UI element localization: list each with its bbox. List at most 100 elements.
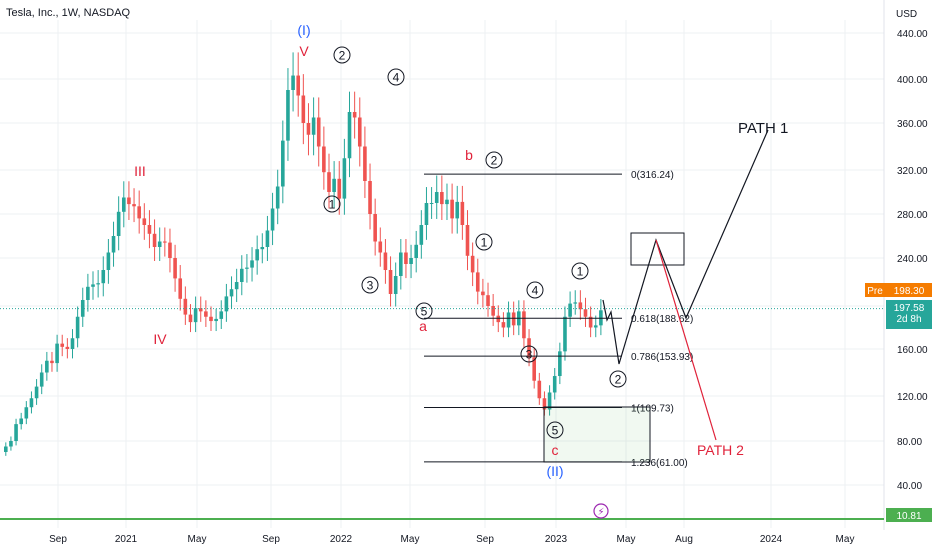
candle-body [219,311,224,319]
bottom-level-tag-text-0: 10.81 [896,511,921,522]
candle-body [470,255,475,273]
target-box-low [543,406,651,463]
wave-circled-1-mid: 1 [481,236,488,250]
candle-body [209,316,213,322]
candle-body [563,316,567,352]
wave-circled-2-mid-ring [485,151,503,169]
path1-label: PATH 1 [738,120,788,137]
candle-body [578,302,583,310]
candle-body [106,252,111,270]
candle-body [352,112,357,118]
fib-level-label: 1(109.73) [631,404,674,415]
candle-body [357,117,362,147]
candle-body [9,441,13,447]
candle-body [450,199,454,219]
candle-body [296,75,301,96]
event-marker-icon [593,503,609,519]
candle-body [440,192,444,205]
candle-body [588,316,593,328]
candle-body [193,308,198,323]
pre-price-tag-text-0: 198.30 [894,286,925,297]
candle-body [147,225,152,234]
candle-body [465,225,470,256]
price-tick-label: 400.00 [897,75,928,86]
wave-circled-5-left-ring [415,302,433,320]
wave-circled-3-left-ring [361,276,379,294]
time-tick-label: Sep [262,534,280,545]
candle-body [142,218,147,225]
fib-level-label: 0(316.24) [631,170,674,181]
candle-body [75,316,80,339]
price-tick-label: 360.00 [897,119,928,130]
candle-body [65,346,70,349]
wave-circled-5-bottom-ring [546,421,564,439]
wave-circled-5-bottom: 5 [552,424,559,438]
candle-body [337,178,342,199]
candle-body [537,380,542,399]
candle-body [70,338,75,349]
candle-body [419,225,424,245]
candle-body [301,95,306,123]
candle-body [306,123,311,135]
wave-circled-3-right-ring [520,345,538,363]
candle-body [568,303,572,317]
time-tick-label: Sep [49,534,67,545]
fib-level-label: 0.618(188.62) [631,314,693,325]
candle-body [327,172,331,192]
price-tick-label: 160.00 [897,345,928,356]
time-tick-label: 2021 [115,534,138,545]
candle-body [214,318,218,322]
candle-body [547,392,552,410]
wave-circled-1-mid-ring [475,233,493,251]
candle-body [39,372,44,387]
candle-body [475,272,480,292]
candle-body [491,306,495,316]
wave-circled-4-top-ring [387,68,405,86]
candle-body [96,283,100,285]
time-tick-label: May [401,534,420,545]
wave-circled-1-right: 1 [577,265,584,279]
wave-label-V: V [299,43,309,59]
time-tick-label: Sep [476,534,494,545]
time-tick-label: Aug [675,534,693,545]
last-price-tag-text-1: 2d 8h [896,314,921,325]
candle-body [368,181,372,214]
candle-body [80,300,85,317]
pre-label: Pre [867,286,883,297]
candle-body [163,241,167,243]
pre-price-tag-bg [886,283,932,297]
fib-level-label: 0.786(153.93) [631,352,693,363]
candle-body [378,241,383,253]
price-tick-label: 120.00 [897,392,928,403]
candle-body [245,267,249,269]
candle-body [127,197,131,205]
candle-body [121,197,126,212]
price-tick-label: 320.00 [897,166,928,177]
time-tick-label: May [188,534,207,545]
path2-line [655,239,717,441]
candle-body [511,312,516,326]
candle-body [198,308,203,312]
candle-body [532,357,536,381]
candle-body [188,314,193,323]
candle-body [19,418,23,425]
time-tick-label: 2023 [545,534,568,545]
candle-body [383,252,388,270]
pre-label-bg [865,283,886,297]
candle-body [460,201,465,225]
wave-circled-4-top: 4 [393,71,400,85]
candle-body [234,282,239,290]
candle-body [132,204,136,207]
wave-circled-4-right-ring [526,281,544,299]
time-tick-label: May [617,534,636,545]
candle-body [424,203,429,225]
candle-body [414,244,418,258]
candle-body [332,178,336,192]
candle-body [55,343,59,364]
wave-circled-1-left-ring [323,195,341,213]
candle-body [393,276,398,294]
candle-body [91,284,95,287]
time-tick-label: 2022 [330,534,353,545]
candle-body [178,278,183,299]
